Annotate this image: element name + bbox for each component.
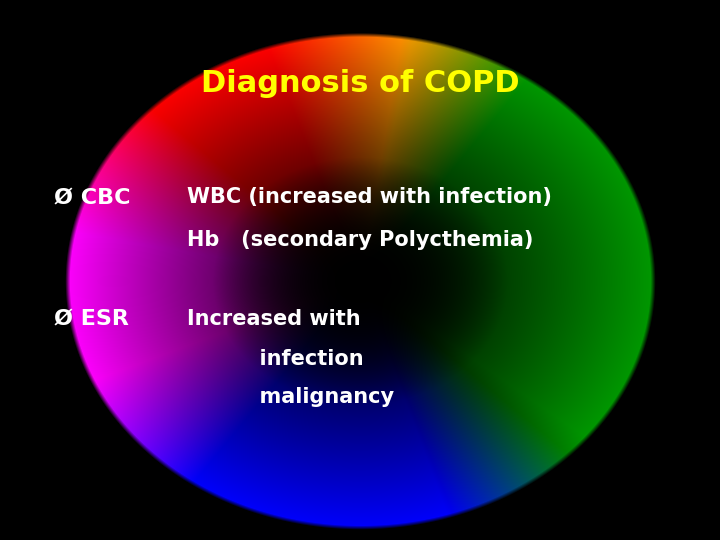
Text: Ø ESR: Ø ESR [54,308,129,329]
Text: infection: infection [187,349,364,369]
Text: malignancy: malignancy [187,387,395,407]
Text: Hb   (secondary Polycthemia): Hb (secondary Polycthemia) [187,230,534,251]
Text: Ø CBC: Ø CBC [54,187,130,207]
Text: WBC (increased with infection): WBC (increased with infection) [187,187,552,207]
Text: Diagnosis of COPD: Diagnosis of COPD [201,69,519,98]
Text: Increased with: Increased with [187,308,361,329]
